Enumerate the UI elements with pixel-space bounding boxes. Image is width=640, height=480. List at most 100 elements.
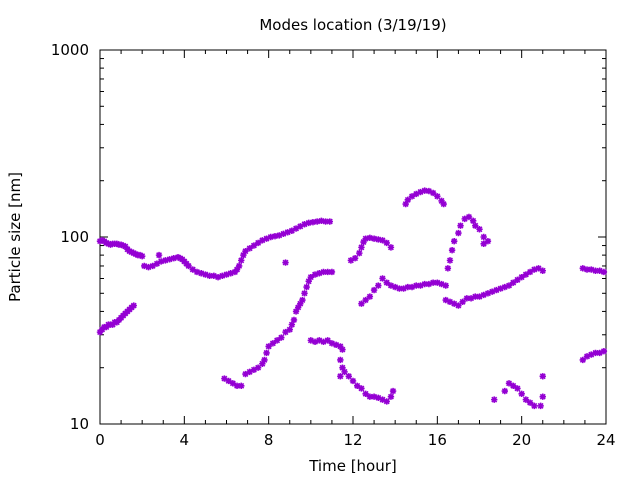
- x-tick-label: 16: [428, 431, 447, 449]
- data-point: [531, 266, 538, 273]
- data-point: [316, 337, 323, 344]
- data-point: [235, 262, 243, 270]
- data-point: [579, 265, 587, 272]
- data-point: [305, 278, 312, 285]
- data-point: [271, 232, 279, 240]
- data-point: [425, 280, 433, 288]
- data-point: [240, 251, 247, 259]
- data-point: [324, 337, 331, 344]
- x-tick-label: 12: [343, 431, 362, 449]
- data-point: [96, 237, 104, 245]
- data-point: [383, 239, 390, 247]
- data-point: [242, 370, 249, 378]
- data-point: [337, 343, 344, 350]
- data-point: [539, 373, 546, 380]
- data-point: [387, 282, 395, 289]
- data-point: [442, 296, 449, 304]
- data-point: [488, 288, 496, 295]
- data-point: [326, 218, 334, 225]
- data-point: [518, 273, 525, 281]
- data-point: [225, 377, 232, 385]
- data-point: [391, 283, 399, 291]
- data-point: [254, 364, 262, 371]
- data-point: [98, 237, 106, 244]
- data-point: [259, 360, 266, 367]
- data-point: [370, 393, 378, 400]
- data-point: [444, 265, 452, 272]
- data-point: [297, 300, 304, 307]
- axis-tick-labels: 0 4 8 12 16 20 24 10 100 1000: [51, 41, 616, 449]
- data-point: [537, 402, 544, 410]
- data-point: [198, 270, 205, 277]
- data-point: [596, 267, 603, 274]
- data-point: [339, 346, 346, 353]
- data-point: [362, 390, 369, 398]
- data-point: [153, 260, 161, 267]
- data-point: [337, 373, 344, 380]
- data-point: [583, 266, 591, 273]
- data-point: [438, 280, 445, 288]
- data-point: [387, 393, 395, 400]
- data-point: [383, 279, 390, 286]
- data-point: [588, 266, 595, 273]
- data-point: [389, 387, 397, 395]
- data-point: [370, 235, 378, 242]
- data-point: [497, 285, 504, 292]
- data-point: [149, 262, 156, 270]
- data-point: [233, 382, 241, 390]
- y-axis-label: Particle size [nm]: [6, 172, 24, 302]
- data-point: [284, 229, 291, 236]
- data-point: [448, 246, 456, 254]
- x-tick-label: 4: [180, 431, 190, 449]
- data-point: [210, 272, 218, 280]
- data-point: [451, 237, 458, 245]
- data-point: [522, 396, 530, 403]
- data-point: [455, 302, 462, 309]
- x-tick-label: 0: [95, 431, 105, 449]
- data-point: [358, 244, 365, 251]
- data-point: [583, 353, 591, 360]
- data-point: [404, 196, 412, 204]
- data-point: [354, 382, 361, 390]
- data-point: [351, 255, 359, 262]
- data-point: [526, 268, 534, 276]
- data-point: [294, 304, 302, 311]
- data-point: [280, 230, 287, 238]
- data-point: [345, 373, 352, 380]
- data-point: [189, 266, 196, 273]
- data-point: [223, 271, 230, 278]
- data-point: [461, 215, 468, 223]
- data-point: [413, 190, 420, 198]
- data-point: [221, 375, 228, 382]
- data-point: [303, 283, 310, 291]
- data-point: [375, 282, 382, 289]
- data-point: [305, 219, 312, 227]
- data-point: [246, 245, 253, 252]
- data-point: [307, 273, 315, 281]
- data-point: [318, 217, 325, 225]
- data-point: [501, 283, 508, 291]
- data-point: [301, 221, 308, 228]
- data-point: [510, 279, 517, 286]
- data-point: [107, 241, 114, 248]
- data-point: [370, 286, 378, 294]
- data-point: [320, 338, 327, 346]
- data-point: [170, 255, 177, 262]
- data-point: [491, 396, 498, 403]
- data-point: [457, 222, 464, 229]
- data-point: [341, 368, 348, 376]
- data-point: [531, 402, 538, 410]
- data-point: [472, 222, 479, 229]
- data-point: [421, 280, 428, 288]
- data-point: [518, 390, 525, 398]
- data-point: [276, 232, 283, 239]
- data-point: [322, 218, 329, 225]
- y-tick-label: 1000: [51, 41, 89, 59]
- data-point: [480, 291, 487, 299]
- data-point: [138, 252, 146, 260]
- data-point: [339, 364, 346, 371]
- data-point: [522, 271, 530, 278]
- data-point: [297, 223, 304, 230]
- data-point: [459, 298, 466, 306]
- data-point: [451, 300, 458, 307]
